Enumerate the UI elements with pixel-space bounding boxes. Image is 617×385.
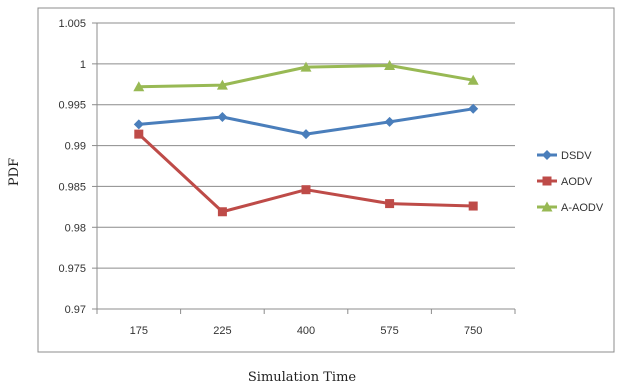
data-point-dsdv	[217, 111, 228, 122]
data-point-a-aodv	[384, 59, 396, 70]
series-a-aodv	[133, 59, 479, 92]
x-tick-label: 575	[380, 325, 398, 337]
data-point-dsdv	[301, 129, 311, 140]
y-tick-label: 0.995	[58, 100, 86, 112]
y-tick-label: 0.97	[65, 304, 86, 316]
legend-item-dsdv: DSDV	[537, 150, 592, 162]
data-point-a-aodv	[216, 79, 228, 90]
data-point-dsdv	[468, 103, 479, 114]
legend-label-a-aodv: A-AODV	[561, 202, 604, 214]
x-tick-label: 225	[213, 325, 231, 337]
y-tick-label: 0.975	[58, 263, 86, 275]
y-axis-title: PDF	[7, 158, 22, 186]
data-point-dsdv	[133, 119, 144, 130]
y-tick-label: 1.005	[58, 18, 86, 30]
x-axis-title: Simulation Time	[248, 370, 357, 385]
legend-item-a-aodv: A-AODV	[537, 201, 604, 214]
data-point-a-aodv	[300, 61, 312, 72]
y-tick-label: 0.99	[65, 141, 86, 153]
legend-label-dsdv: DSDV	[561, 150, 592, 162]
series	[133, 59, 479, 217]
legend-marker-a-aodv	[541, 201, 553, 212]
legend: DSDV AODV A-AODV	[537, 150, 604, 214]
data-point-aodv	[217, 207, 227, 217]
chart-frame	[37, 7, 615, 353]
y-tick-label: 1	[80, 59, 86, 71]
data-point-aodv	[301, 185, 311, 195]
y-tick-label: 0.985	[58, 181, 86, 193]
x-tick-label: 400	[297, 325, 315, 337]
tick-labels: 0.97 0.975 0.98 0.985 0.99 0.995 1 1.005 175 225 4…	[58, 18, 482, 337]
gridlines	[97, 22, 515, 310]
y-tick-label: 0.98	[65, 222, 86, 234]
series-dsdv	[133, 103, 479, 140]
data-point-dsdv	[384, 116, 395, 127]
axes	[92, 22, 516, 314]
legend-marker-aodv	[542, 176, 552, 186]
series-aodv	[134, 129, 478, 217]
legend-marker-dsdv	[542, 150, 552, 160]
data-point-a-aodv	[467, 74, 479, 85]
data-point-aodv	[134, 129, 144, 139]
x-tick-label: 175	[130, 325, 148, 337]
data-point-a-aodv	[133, 81, 145, 92]
data-point-aodv	[385, 199, 395, 209]
x-tick-label: 750	[464, 325, 482, 337]
legend-item-aodv: AODV	[537, 176, 593, 188]
data-point-aodv	[468, 201, 478, 211]
legend-label-aodv: AODV	[561, 176, 593, 188]
